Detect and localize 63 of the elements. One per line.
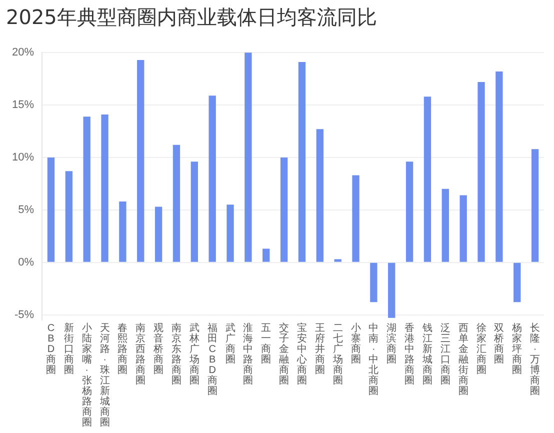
bar [101,114,108,262]
x-tick-label: 香港中路商圈 [404,322,415,386]
category-label: 天河路·珠江新城商圈 [100,323,110,428]
bar [352,175,360,262]
x-tick-label: 春熙路商圈 [118,323,128,376]
y-tick-label: 5% [18,204,34,216]
y-tick-label: 10% [12,151,34,164]
x-tick-label: 南京西路商圈 [136,322,146,386]
bar [154,206,162,262]
x-tick-label: 交子金融商圈 [279,322,290,386]
x-tick-label: 王府井商圈 [314,323,325,376]
x-tick-label: 观音桥商圈 [152,323,164,376]
bar [406,162,414,262]
x-tick-label: 杨家坪商圈 [511,322,522,376]
x-tick-label: 西单金融街商圈 [458,323,468,397]
x-tick-label: 淮海中路商圈 [243,322,254,386]
y-tick-label: 0% [18,256,34,268]
x-tick-label: 武林广场商圈 [188,322,200,386]
category-label: 小陆家嘴·张杨路商圈 [82,323,92,428]
y-tick-label: -5% [14,308,34,321]
bar [262,248,270,262]
y-tick-label: 20% [12,46,34,59]
x-tick-label: 五一商圈 [261,323,272,366]
x-tick-label: 钱江新城商圈 [421,323,432,386]
y-tick-label: 15% [12,99,34,112]
bar [334,259,342,262]
bar [65,171,72,262]
x-tick-label: CBD商圈 [46,323,56,376]
bar [190,162,198,262]
x-tick-label: 双桥商圈 [493,323,504,366]
bar [496,71,503,262]
bar [226,204,234,262]
bar [370,262,378,302]
x-tick-label: 新街口商圈 [64,322,74,376]
x-tick-label: 泛三江口商圈 [440,322,450,386]
bar [388,262,396,318]
x-tick-label: 小寨商圈 [350,322,361,366]
bar [172,144,180,262]
chart-title: 2025年典型商圈内商业载体日均客流同比 [6,4,377,31]
bar [137,60,144,262]
x-tick-label: 湖滨商圈 [386,322,397,366]
x-tick-label: 宝安中心商圈 [296,322,307,386]
bar [531,149,539,262]
bar [298,62,306,262]
x-tick-label: 武广商圈 [225,322,236,366]
bar [47,157,55,262]
bar [280,157,288,262]
x-tick-label: 二七广场商圈 [332,323,343,386]
bar [478,82,485,262]
x-tick-label: 长隆·万博商圈 [530,322,540,397]
bar [83,116,90,262]
bar [442,188,449,262]
x-tick-label: 福田CBD商圈 [207,322,218,397]
bar [208,96,216,262]
x-tick-label: 南京东路商圈 [171,322,182,386]
bar [244,52,252,262]
bar [119,202,126,262]
bar [316,129,324,262]
bar [460,195,467,262]
x-tick-label: 徐家汇商圈 [476,322,486,376]
x-tick-label: 中南·中北商圈 [368,322,379,397]
bar [424,96,432,262]
bar [514,262,521,302]
